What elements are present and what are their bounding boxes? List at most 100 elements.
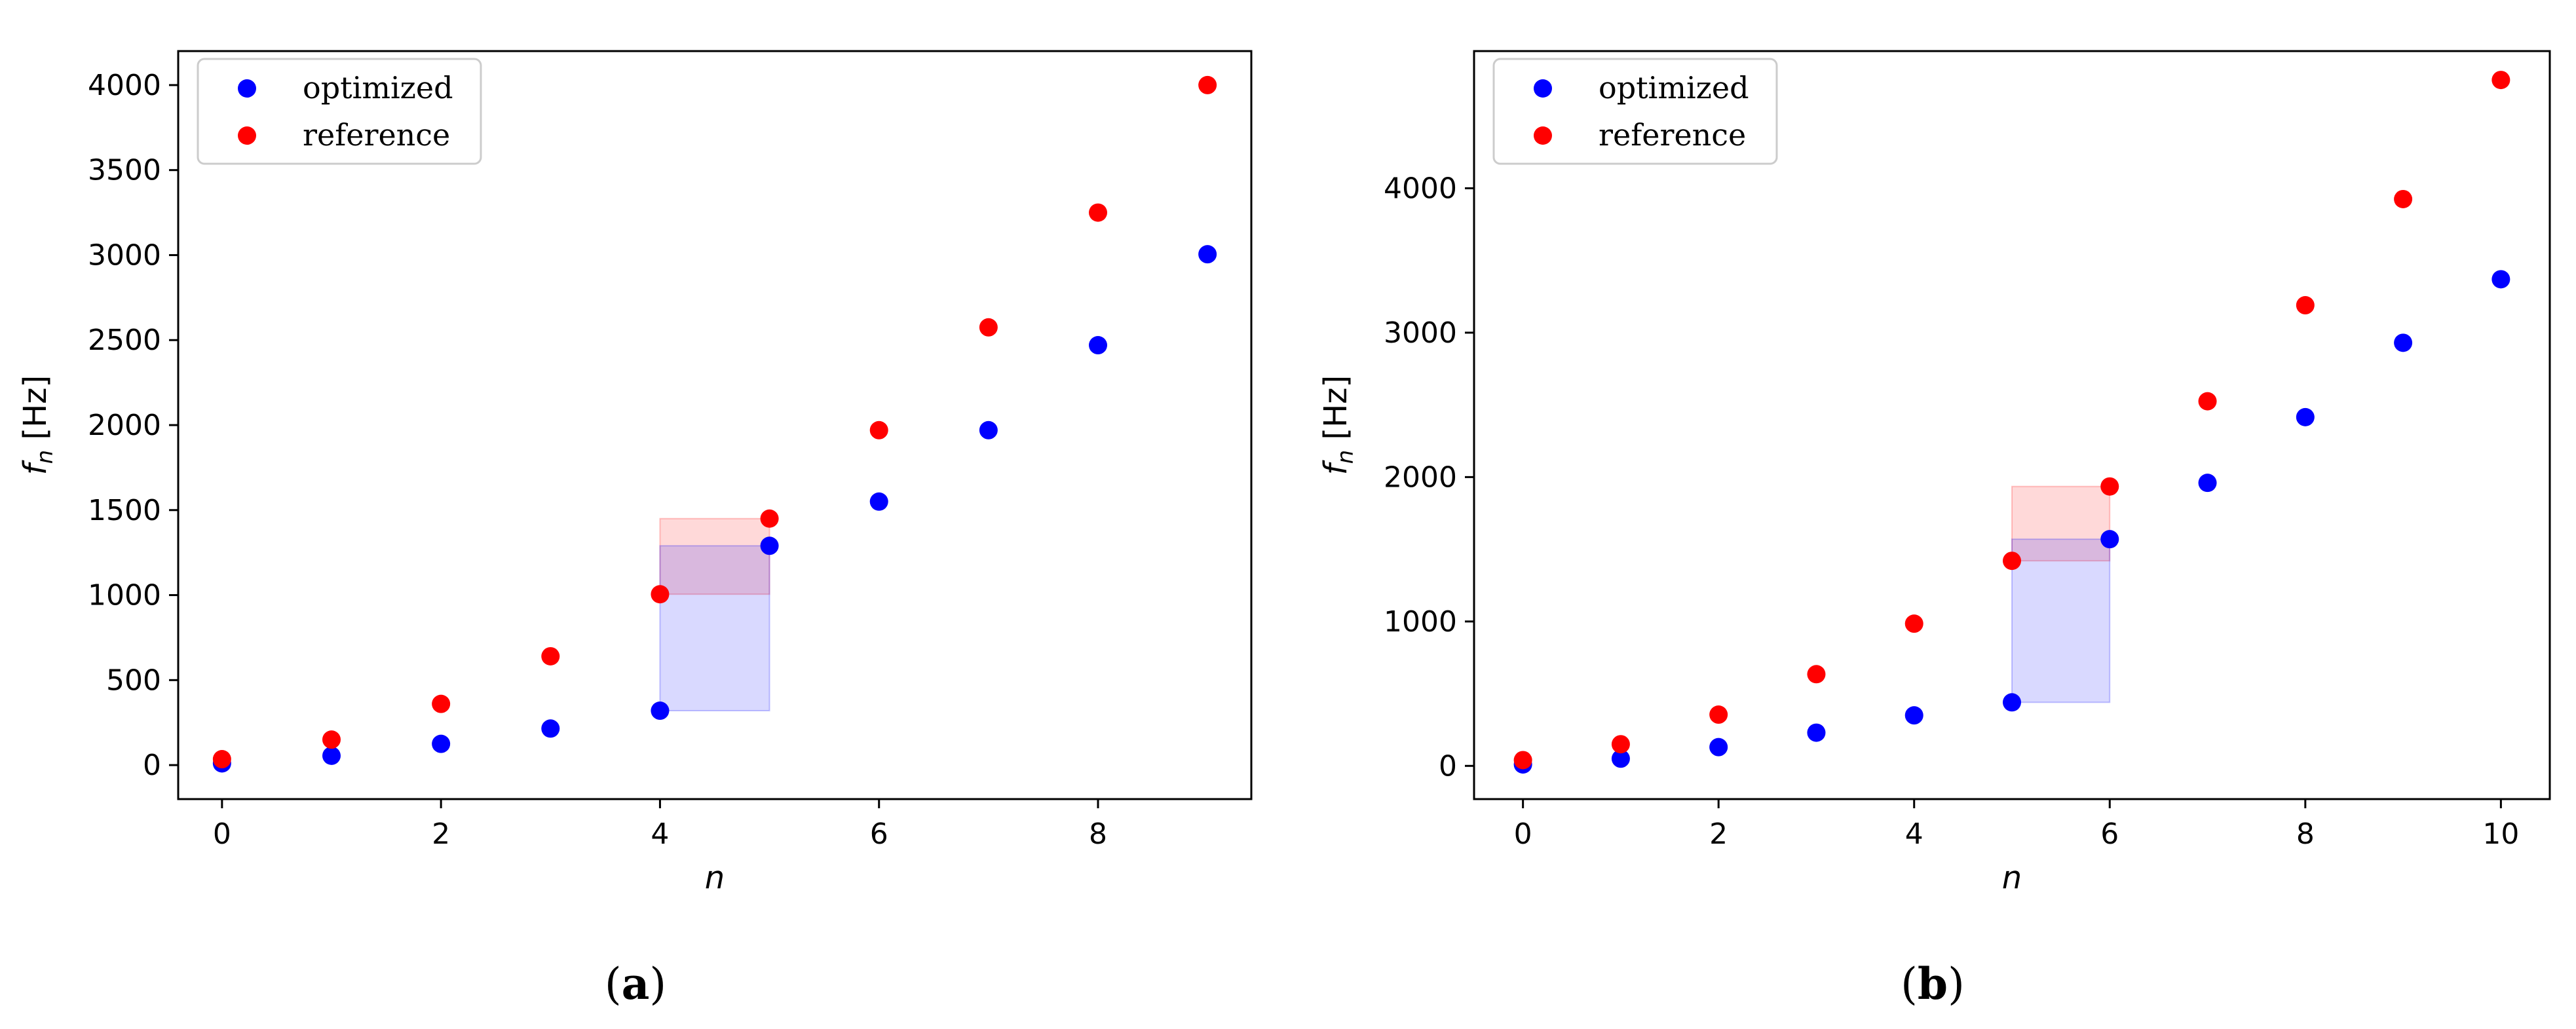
band-optimized-1 — [659, 545, 770, 712]
caption-letter: b — [1918, 958, 1948, 1009]
x-tick-label: 8 — [1089, 817, 1107, 851]
point-optimized — [651, 702, 670, 720]
point-optimized — [1904, 706, 1923, 725]
point-optimized — [432, 734, 451, 753]
point-reference — [2296, 296, 2315, 315]
y-axis-label-unit: [Hz] — [1317, 375, 1354, 450]
caption-close-paren: ) — [1948, 959, 1965, 1009]
point-reference — [1709, 705, 1728, 724]
x-tick-label: 0 — [213, 817, 231, 851]
x-tick-label: 6 — [2100, 817, 2119, 851]
caption-letter: a — [622, 958, 650, 1009]
point-reference — [1089, 203, 1107, 222]
y-tick-label: 3500 — [88, 154, 161, 187]
caption-close-paren: ) — [649, 959, 666, 1009]
x-axis-label: n — [2002, 859, 2022, 896]
point-optimized — [1709, 738, 1728, 757]
y-tick-label: 3000 — [88, 238, 161, 272]
panel-caption: (a) — [605, 958, 666, 1009]
point-reference — [212, 750, 231, 769]
caption-open-paren: ( — [1901, 959, 1918, 1009]
x-axis-label: n — [705, 859, 725, 896]
y-tick-label: 1000 — [88, 579, 161, 612]
legend-box — [197, 58, 482, 165]
y-axis-label-subscript: n — [1333, 450, 1359, 464]
legend: optimized reference — [197, 58, 482, 165]
point-optimized — [2394, 333, 2413, 352]
y-tick-label: 2000 — [1384, 460, 1457, 494]
y-tick-label: 3000 — [1384, 316, 1457, 350]
point-optimized — [322, 746, 341, 765]
point-reference — [2491, 71, 2510, 90]
point-optimized — [1089, 336, 1107, 355]
y-tick-label: 2500 — [88, 324, 161, 357]
point-reference — [2003, 552, 2021, 571]
point-optimized — [1807, 723, 1826, 742]
point-reference — [322, 730, 341, 749]
x-tick-label: 6 — [870, 817, 888, 851]
panel-caption: (b) — [1901, 958, 1965, 1009]
band-reference-0 — [659, 517, 770, 595]
point-reference — [760, 509, 779, 528]
band-reference-0 — [2011, 485, 2111, 562]
y-tick-label: 2000 — [88, 409, 161, 442]
point-reference — [1904, 614, 1923, 633]
point-reference — [651, 585, 670, 604]
caption-open-paren: ( — [605, 959, 622, 1009]
point-optimized — [760, 536, 779, 555]
point-reference — [2198, 392, 2217, 411]
point-optimized — [2296, 407, 2315, 426]
point-reference — [2394, 189, 2413, 208]
legend: optimized reference — [1492, 58, 1778, 165]
plot-frame — [1473, 50, 2551, 800]
legend-label-optimized: optimized — [1599, 70, 1749, 105]
point-reference — [1513, 751, 1532, 770]
point-reference — [979, 318, 998, 337]
point-reference — [432, 694, 451, 713]
y-tick-label: 4000 — [1384, 172, 1457, 205]
y-axis-label: fn [Hz] — [17, 375, 58, 475]
x-tick-label: 4 — [1905, 817, 1923, 851]
point-reference — [2100, 477, 2119, 496]
legend-marker-optimized — [238, 79, 256, 98]
y-tick-label: 1000 — [1384, 605, 1457, 639]
x-tick-label: 2 — [1709, 817, 1728, 851]
x-tick-label: 8 — [2296, 817, 2315, 851]
band-optimized-1 — [2011, 538, 2111, 703]
point-reference — [1198, 75, 1217, 94]
y-tick-label: 0 — [1439, 749, 1457, 783]
x-tick-label: 4 — [651, 817, 669, 851]
point-optimized — [1198, 245, 1217, 264]
legend-marker-reference — [1534, 126, 1552, 145]
y-tick-label: 0 — [143, 749, 161, 782]
legend-marker-reference — [238, 126, 256, 145]
point-reference — [1611, 735, 1630, 754]
y-tick-label: 4000 — [88, 69, 161, 102]
legend-label-optimized: optimized — [303, 70, 453, 105]
legend-label-reference: reference — [1599, 117, 1746, 153]
point-optimized — [2491, 270, 2510, 289]
point-reference — [541, 646, 560, 665]
point-reference — [1807, 665, 1826, 684]
x-tick-label: 10 — [2482, 817, 2519, 851]
y-axis-label-unit: [Hz] — [17, 375, 54, 450]
point-reference — [869, 421, 888, 440]
x-tick-label: 2 — [432, 817, 450, 851]
x-tick-label: 0 — [1514, 817, 1532, 851]
legend-label-reference: reference — [303, 117, 450, 153]
point-optimized — [541, 719, 560, 738]
point-optimized — [1611, 749, 1630, 768]
point-optimized — [869, 492, 888, 511]
legend-box — [1492, 58, 1778, 165]
point-optimized — [2003, 693, 2021, 712]
point-optimized — [979, 421, 998, 440]
point-optimized — [2100, 530, 2119, 549]
point-optimized — [2198, 474, 2217, 493]
legend-marker-optimized — [1534, 79, 1552, 98]
y-tick-label: 1500 — [88, 494, 161, 527]
y-axis-label: fn [Hz] — [1317, 375, 1359, 475]
y-tick-label: 500 — [106, 664, 161, 697]
y-axis-label-subscript: n — [32, 450, 58, 464]
